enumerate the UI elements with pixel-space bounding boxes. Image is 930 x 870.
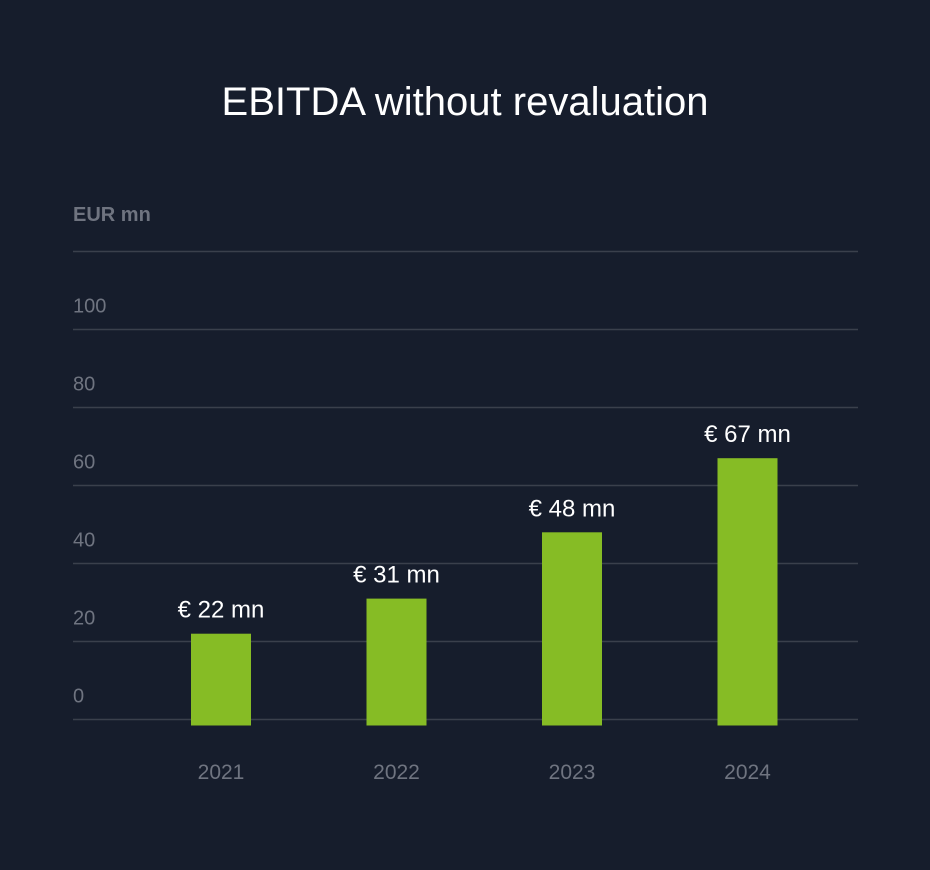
bar-2022 bbox=[366, 598, 427, 726]
data-label-2023: € 48 mn bbox=[529, 495, 616, 522]
data-label-2024: € 67 mn bbox=[704, 421, 791, 448]
chart-title: EBITDA without revaluation bbox=[221, 80, 709, 124]
data-label-2022: € 31 mn bbox=[353, 562, 440, 589]
x-ticks: 2021 2022 2023 2024 bbox=[198, 761, 772, 784]
y-ticks: 0 20 40 60 80 100 bbox=[73, 296, 106, 708]
y-tick-label: 40 bbox=[73, 530, 95, 552]
y-tick-label: 20 bbox=[73, 608, 95, 630]
bar-2024 bbox=[717, 458, 778, 726]
bar-2021 bbox=[191, 633, 251, 726]
x-tick-label-2021: 2021 bbox=[198, 761, 245, 784]
y-tick-label: 0 bbox=[73, 686, 84, 708]
data-labels: € 22 mn € 31 mn € 48 mn € 67 mn bbox=[178, 421, 791, 624]
x-tick-label-2023: 2023 bbox=[549, 761, 596, 784]
x-tick-label-2022: 2022 bbox=[373, 761, 420, 784]
y-tick-label: 60 bbox=[73, 452, 95, 474]
y-tick-label: 100 bbox=[73, 296, 106, 318]
y-axis-label: EUR mn bbox=[73, 204, 151, 226]
data-label-2021: € 22 mn bbox=[178, 597, 265, 624]
bars bbox=[191, 458, 778, 726]
bar-2023 bbox=[542, 532, 602, 726]
y-tick-label: 80 bbox=[73, 374, 95, 396]
x-tick-label-2024: 2024 bbox=[724, 761, 771, 784]
